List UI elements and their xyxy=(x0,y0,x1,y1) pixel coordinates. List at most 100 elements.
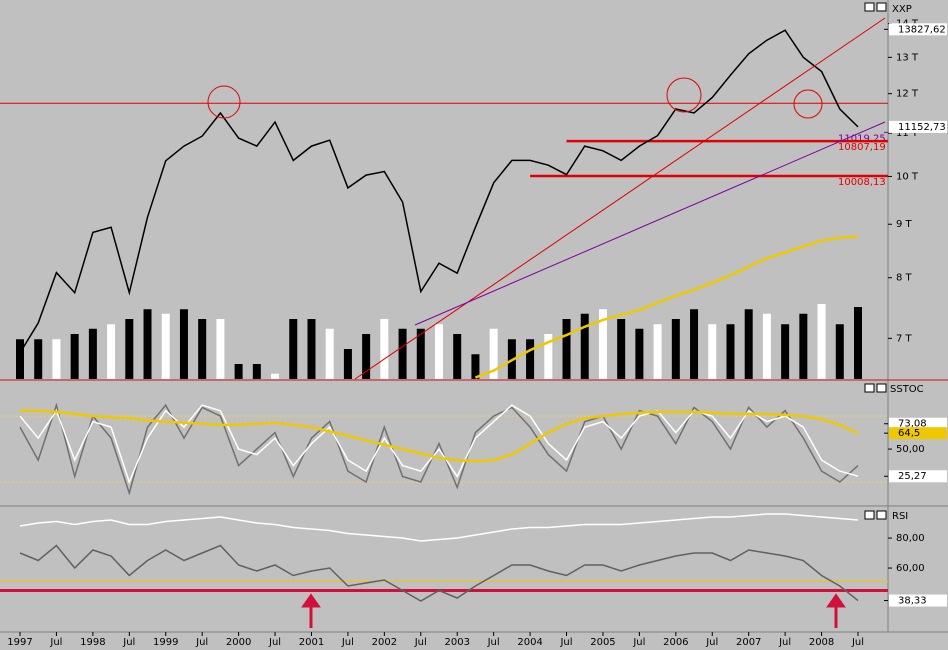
trend-line xyxy=(414,121,886,326)
trend-line xyxy=(354,17,886,380)
level-label: 10807,19 xyxy=(838,142,886,153)
window-button[interactable] xyxy=(864,510,875,520)
volume-bar xyxy=(762,313,771,379)
volume-bar xyxy=(161,313,170,379)
series-line xyxy=(474,235,859,379)
volume-bar xyxy=(744,309,753,379)
level-label-box xyxy=(889,470,947,483)
plot-layer: 1997 Jul 1998 Jul 1999 Jul 2000 Jul 2001 Jul 2002 J… xyxy=(0,19,947,648)
volume-bar xyxy=(854,307,862,379)
level-label: 73,08 xyxy=(898,419,927,430)
window-button[interactable] xyxy=(864,383,875,393)
volume-bar xyxy=(708,324,717,379)
y-tick-label: 50,00 xyxy=(896,444,925,455)
volume-bar xyxy=(234,364,243,379)
volume-bar xyxy=(289,319,298,379)
panel-title: SSTOC xyxy=(890,384,924,395)
volume-bar xyxy=(635,328,644,379)
x-tick-label: 2001 xyxy=(299,637,324,648)
volume-bar xyxy=(526,339,535,379)
x-tick-label: Jul xyxy=(559,637,572,648)
value-label: 11152,73 xyxy=(898,122,946,133)
volume-bar xyxy=(107,324,116,379)
window-button[interactable] xyxy=(876,383,887,393)
volume-bar xyxy=(799,313,808,379)
series-line xyxy=(19,513,859,542)
x-tick-label: Jul xyxy=(122,637,135,648)
volume-bar xyxy=(307,319,316,379)
panel-title: RSI xyxy=(892,511,908,522)
highlight-circle xyxy=(793,89,823,119)
volume-bar xyxy=(380,319,389,379)
y-tick-label: 8 T xyxy=(896,273,913,284)
x-tick-label: Jul xyxy=(268,637,281,648)
y-tick-label: 80,00 xyxy=(896,533,925,544)
value-label-box xyxy=(889,120,947,133)
volume-bar xyxy=(671,319,680,379)
level-label: 38,33 xyxy=(898,596,927,607)
x-tick-label: 2008 xyxy=(809,637,834,648)
volume-bar xyxy=(271,373,280,379)
x-tick-label: 1999 xyxy=(153,637,178,648)
x-tick-label: 1998 xyxy=(80,637,105,648)
series-line xyxy=(19,29,859,354)
y-tick-label: 13 T xyxy=(896,52,919,63)
y-tick-label: 10 T xyxy=(896,171,919,182)
volume-bar xyxy=(34,339,43,379)
x-tick-label: 2000 xyxy=(226,637,251,648)
volume-bar xyxy=(52,339,61,379)
volume-bar xyxy=(453,334,462,379)
volume-bar xyxy=(398,328,407,379)
volume-bar xyxy=(690,309,699,379)
x-tick-label: Jul xyxy=(487,637,500,648)
x-tick-label: Jul xyxy=(778,637,791,648)
level-label-box xyxy=(889,417,947,430)
volume-bar xyxy=(325,328,334,379)
volume-bar xyxy=(835,324,844,379)
volume-bar xyxy=(726,324,735,379)
volume-bar xyxy=(252,364,261,379)
volume-bar xyxy=(544,334,553,379)
volume-bar xyxy=(143,309,152,379)
level-label-box xyxy=(889,427,947,440)
volume-bar xyxy=(489,328,498,379)
x-tick-label: Jul xyxy=(632,637,645,648)
x-tick-label: 2003 xyxy=(444,637,469,648)
x-tick-label: Jul xyxy=(49,637,62,648)
volume-bar xyxy=(362,334,371,379)
volume-bar xyxy=(179,309,188,379)
series-line xyxy=(20,409,859,463)
volume-bar xyxy=(125,319,134,379)
volume-bar xyxy=(471,354,480,379)
highlight-circle xyxy=(207,85,241,119)
volume-bar xyxy=(198,319,207,379)
series-line xyxy=(19,544,859,602)
y-tick-label: 7 T xyxy=(896,333,913,344)
volume-bar xyxy=(70,334,79,379)
level-label: 10008,13 xyxy=(838,177,886,188)
y-tick-label: 11 T xyxy=(896,128,919,139)
level-label: 64,5 xyxy=(898,428,920,439)
y-tick-label: 12 T xyxy=(896,89,919,100)
level-label-box xyxy=(889,23,947,36)
window-button[interactable] xyxy=(876,2,887,12)
volume-bar xyxy=(343,349,352,379)
x-tick-label: 2005 xyxy=(590,637,615,648)
x-tick-label: Jul xyxy=(705,637,718,648)
x-tick-label: 1997 xyxy=(7,637,32,648)
x-tick-label: Jul xyxy=(195,637,208,648)
window-button[interactable] xyxy=(864,2,875,12)
panel-title: XXP xyxy=(892,4,912,15)
arrow xyxy=(826,593,846,628)
window-button[interactable] xyxy=(876,510,887,520)
level-label-box xyxy=(889,594,947,607)
volume-bar xyxy=(88,328,97,379)
volume-bar xyxy=(653,324,662,379)
volume-bar xyxy=(435,324,443,379)
y-tick-label: 9 T xyxy=(896,219,913,230)
y-tick-label: 60,00 xyxy=(896,563,925,574)
arrow xyxy=(301,593,321,628)
